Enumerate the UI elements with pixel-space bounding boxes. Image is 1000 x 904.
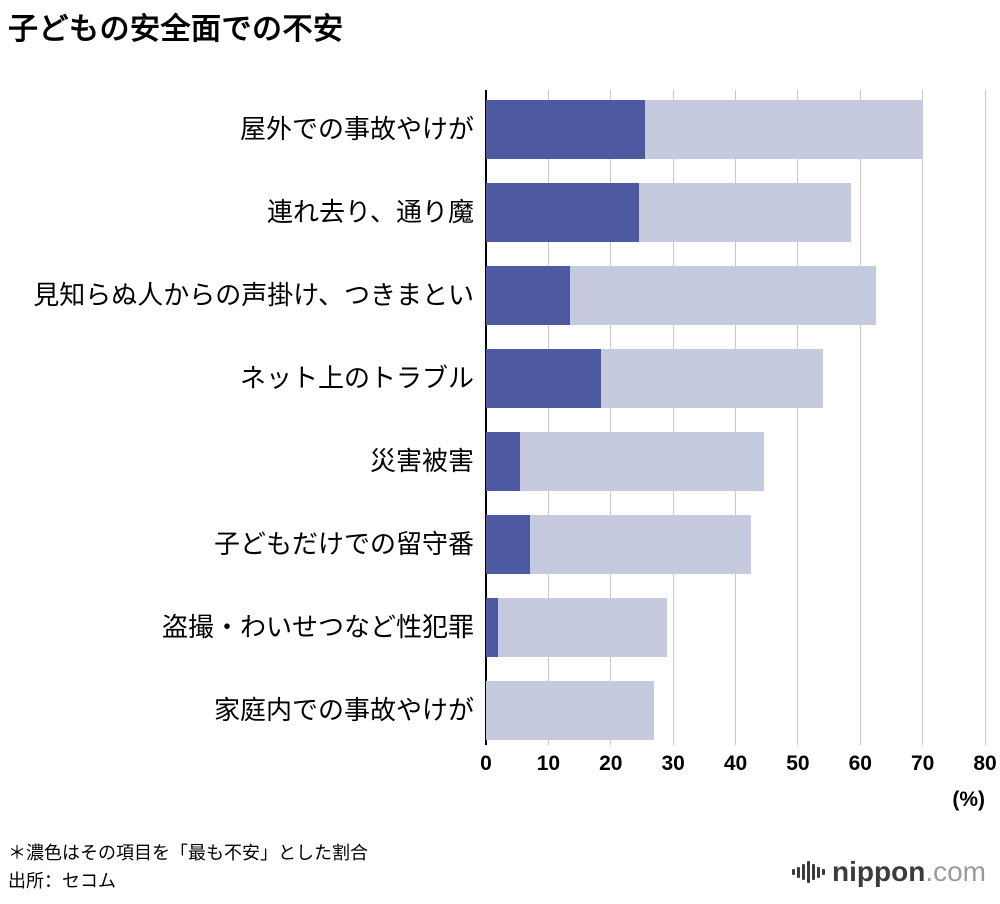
chart-title: 子どもの安全面での不安 [8, 13, 344, 46]
bar-track [486, 432, 764, 491]
y-axis-line [485, 90, 487, 745]
bar-segment-light [498, 598, 667, 657]
bar-segment-dark [486, 598, 499, 657]
bar-segment-dark [486, 432, 521, 491]
plot-area [485, 90, 986, 745]
x-tick-label: 30 [661, 752, 685, 775]
gridline [922, 90, 924, 745]
bar-segment-light [570, 266, 876, 325]
soundwave-icon [792, 858, 826, 886]
x-tick-label: 40 [723, 752, 748, 775]
x-tick-label: 70 [910, 752, 935, 775]
bar-track [486, 598, 667, 657]
bar-row: 家庭内での事故やけが [0, 681, 1000, 740]
bar-row: 見知らぬ人からの声掛け、つきまとい [0, 266, 1000, 325]
x-tick-label: 20 [599, 752, 623, 775]
bar-segment-light [601, 349, 823, 408]
bar-label: 見知らぬ人からの声掛け、つきまとい [33, 279, 474, 310]
gridline [984, 90, 986, 745]
bar-segment-light [638, 183, 851, 242]
x-tick-label: 0 [480, 752, 492, 775]
bar-row: ネット上のトラブル [0, 349, 1000, 408]
footnotes: ＊濃色はその項目を「最も不安」とした割合 出所：セコム [8, 840, 368, 896]
bar-track [486, 183, 851, 242]
bar-segment-light [486, 681, 655, 740]
x-tick-label: 60 [848, 752, 872, 775]
bar-row: 盗撮・わいせつなど性犯罪 [0, 598, 1000, 657]
footnote-source: 出所：セコム [8, 870, 116, 891]
footnote-note: ＊濃色はその項目を「最も不安」とした割合 [8, 843, 368, 863]
bar-label: 盗撮・わいせつなど性犯罪 [161, 611, 474, 642]
bar-label: 連れ去り、通り魔 [267, 196, 474, 227]
bar-track [486, 349, 823, 408]
bar-label: 屋外での事故やけが [239, 113, 474, 144]
bar-row: 子どもだけでの留守番 [0, 515, 1000, 574]
bar-track [486, 681, 655, 740]
bar-label: 子どもだけでの留守番 [213, 528, 474, 559]
bar-segment-light [645, 100, 923, 159]
logo-text: nippon.com [832, 858, 986, 886]
bar-label: ネット上のトラブル [239, 362, 474, 393]
bar-segment-light [529, 515, 752, 574]
bar-rows: 屋外での事故やけが連れ去り、通り魔見知らぬ人からの声掛け、つきまといネット上のト… [0, 90, 1000, 745]
x-axis-unit-label: (%) [952, 788, 985, 811]
bar-segment-dark [486, 515, 530, 574]
bar-segment-dark [486, 266, 571, 325]
gridline [672, 90, 674, 745]
bar-segment-light [520, 432, 764, 491]
gridline [547, 90, 549, 745]
x-axis-ticks: 0 10 20 30 40 50 60 70 80 [480, 752, 997, 780]
nippon-logo: nippon.com [792, 858, 986, 886]
bar-label: 家庭内での事故やけが [213, 694, 474, 725]
bar-track [486, 515, 752, 574]
logo-tld: .com [925, 856, 986, 887]
gridline [797, 90, 799, 745]
bar-track [486, 100, 923, 159]
x-tick-label: 80 [973, 752, 997, 775]
x-tick-label: 50 [786, 752, 810, 775]
bar-segment-dark [486, 183, 639, 242]
bar-label: 災害被害 [369, 445, 474, 476]
bar-segment-dark [486, 100, 646, 159]
gridline [859, 90, 861, 745]
bar-track [486, 266, 876, 325]
gridline [610, 90, 612, 745]
x-tick-label: 10 [536, 752, 561, 775]
logo-brand: nippon [832, 856, 926, 887]
bar-segment-dark [486, 349, 602, 408]
bar-row: 屋外での事故やけが [0, 100, 1000, 159]
bar-row: 災害被害 [0, 432, 1000, 491]
gridline [735, 90, 736, 745]
bar-row: 連れ去り、通り魔 [0, 183, 1000, 242]
